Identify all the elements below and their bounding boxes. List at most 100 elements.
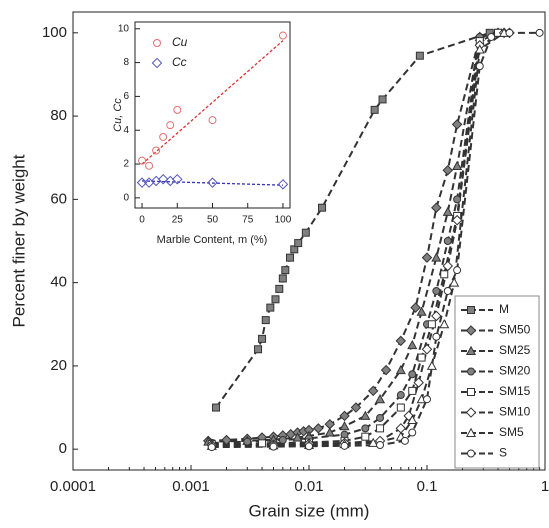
marker bbox=[407, 414, 418, 425]
marker bbox=[380, 364, 392, 376]
marker bbox=[277, 179, 289, 190]
marker bbox=[208, 116, 217, 125]
marker bbox=[278, 31, 287, 40]
marker bbox=[266, 303, 275, 312]
marker bbox=[453, 195, 462, 204]
marker bbox=[340, 441, 349, 450]
marker bbox=[361, 424, 370, 433]
marker bbox=[432, 332, 441, 341]
marker bbox=[367, 385, 379, 397]
marker bbox=[449, 277, 460, 287]
marker bbox=[136, 177, 148, 188]
marker bbox=[370, 105, 379, 114]
marker bbox=[465, 325, 477, 336]
fit-line bbox=[142, 180, 283, 186]
marker bbox=[285, 253, 294, 262]
marker bbox=[376, 413, 385, 422]
legend-label: SM50 bbox=[499, 323, 531, 337]
marker bbox=[410, 302, 421, 313]
legend-label: Cc bbox=[172, 55, 187, 69]
marker bbox=[407, 339, 418, 350]
marker bbox=[221, 434, 232, 446]
marker bbox=[467, 449, 475, 458]
legend-label: Cu bbox=[172, 35, 188, 49]
y-tick-label: 60 bbox=[50, 190, 67, 207]
x-tick-label: 100 bbox=[275, 215, 292, 226]
marker bbox=[415, 51, 424, 60]
marker bbox=[396, 391, 405, 400]
marker bbox=[465, 345, 477, 355]
marker bbox=[400, 436, 409, 445]
marker bbox=[376, 441, 385, 450]
legend-label: SM10 bbox=[499, 405, 531, 419]
marker bbox=[207, 177, 218, 188]
marker bbox=[465, 427, 477, 437]
y-tick-label: 8 bbox=[123, 57, 129, 68]
x-axis-label: Marble Content, m (%) bbox=[157, 234, 268, 246]
marker bbox=[452, 160, 463, 171]
y-tick-label: 40 bbox=[50, 274, 67, 291]
marker bbox=[278, 274, 287, 283]
marker bbox=[443, 237, 452, 245]
marker bbox=[408, 370, 417, 379]
x-tick-label: 0.001 bbox=[172, 478, 210, 495]
marker bbox=[243, 437, 252, 446]
marker bbox=[360, 410, 371, 420]
marker bbox=[212, 403, 221, 412]
legend-label: SM20 bbox=[499, 364, 531, 378]
marker bbox=[431, 202, 442, 213]
marker bbox=[368, 437, 379, 447]
x-axis-label: Grain size (mm) bbox=[249, 501, 370, 520]
y-tick-label: 0 bbox=[59, 440, 67, 457]
series-line bbox=[211, 31, 499, 446]
marker bbox=[451, 119, 463, 130]
marker bbox=[427, 320, 436, 329]
marker bbox=[145, 161, 154, 170]
marker bbox=[375, 393, 386, 404]
marker bbox=[467, 367, 475, 376]
y-tick-label: 80 bbox=[50, 107, 67, 124]
marker bbox=[467, 306, 475, 314]
marker bbox=[258, 334, 267, 343]
marker bbox=[505, 28, 514, 37]
marker bbox=[318, 203, 327, 212]
marker bbox=[275, 284, 284, 293]
y-tick-label: 6 bbox=[123, 91, 129, 102]
marker bbox=[432, 286, 441, 295]
marker bbox=[426, 360, 437, 370]
marker bbox=[423, 395, 431, 404]
x-tick-label: 25 bbox=[172, 215, 184, 226]
marker bbox=[403, 410, 414, 422]
x-tick-label: 0.01 bbox=[294, 478, 323, 495]
marker bbox=[305, 442, 313, 451]
marker bbox=[453, 266, 462, 275]
marker bbox=[451, 214, 463, 226]
marker bbox=[413, 377, 424, 388]
marker bbox=[440, 270, 449, 279]
legend-label: SM25 bbox=[499, 343, 531, 357]
marker bbox=[408, 386, 417, 395]
marker bbox=[301, 228, 310, 237]
x-tick-label: 0.0001 bbox=[50, 478, 96, 495]
marker bbox=[152, 146, 161, 155]
marker bbox=[172, 173, 183, 185]
y-tick-label: 0 bbox=[123, 192, 129, 203]
marker bbox=[159, 132, 168, 141]
marker bbox=[269, 442, 278, 451]
marker bbox=[339, 421, 350, 431]
marker bbox=[465, 407, 477, 418]
marker bbox=[271, 295, 280, 304]
marker bbox=[151, 57, 163, 69]
marker bbox=[361, 432, 370, 441]
marker bbox=[475, 62, 484, 71]
y-tick-label: 2 bbox=[123, 159, 129, 170]
marker bbox=[313, 423, 324, 434]
x-tick-label: 50 bbox=[207, 215, 219, 226]
y-axis-label: Cu, Cc bbox=[112, 98, 124, 132]
marker bbox=[396, 403, 405, 412]
marker bbox=[378, 95, 387, 104]
marker bbox=[350, 402, 362, 413]
y-tick-label: 20 bbox=[50, 357, 67, 374]
marker bbox=[395, 364, 406, 375]
